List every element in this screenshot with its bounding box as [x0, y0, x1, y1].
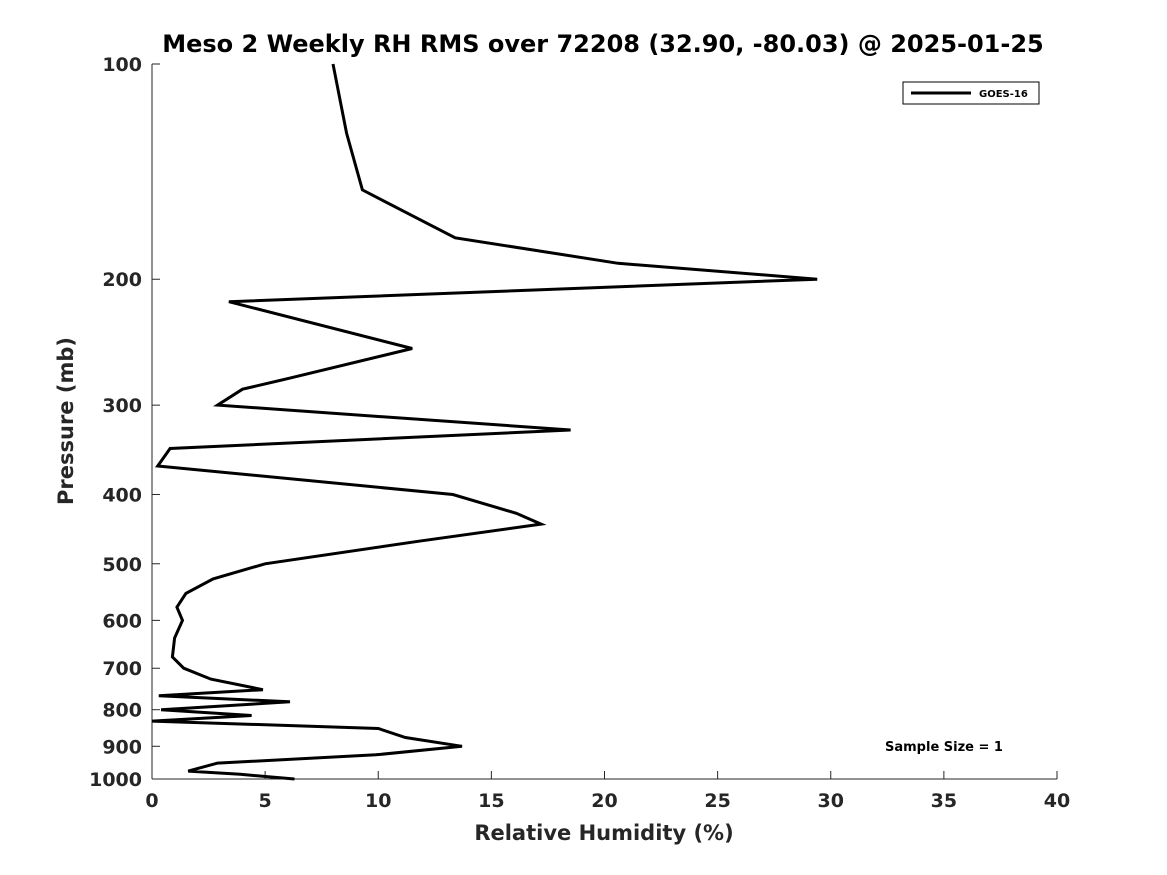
legend: GOES-16: [902, 81, 1040, 105]
y-tick-label: 200: [102, 269, 142, 291]
sample-size-annotation: Sample Size = 1: [885, 740, 1003, 755]
x-tick-label: 10: [365, 790, 391, 812]
y-axis-label: Pressure (mb): [54, 337, 78, 505]
y-tick-label: 1000: [89, 769, 142, 791]
x-tick-label: 25: [704, 790, 730, 812]
y-tick-label: 800: [102, 700, 142, 722]
x-ticks: 0 5 10 15 20 25 30 35 40: [145, 771, 1070, 812]
x-tick-label: 5: [259, 790, 272, 812]
x-tick-label: 30: [818, 790, 844, 812]
y-tick-label: 700: [102, 658, 142, 680]
x-tick-label: 35: [931, 790, 957, 812]
x-tick-label: 40: [1044, 790, 1070, 812]
axes: [151, 64, 1057, 780]
y-tick-label: 900: [102, 736, 142, 758]
series-group: [151, 63, 818, 781]
y-tick-label: 500: [102, 554, 142, 576]
x-tick-label: 20: [591, 790, 617, 812]
series-line-goes-16: [151, 63, 818, 781]
y-tick-label: 100: [102, 54, 142, 76]
x-axis-label: Relative Humidity (%): [474, 821, 733, 845]
x-tick-label: 0: [145, 790, 158, 812]
legend-label: GOES-16: [979, 89, 1028, 100]
y-tick-label: 600: [102, 610, 142, 632]
y-tick-label: 300: [102, 395, 142, 417]
x-tick-label: 15: [478, 790, 504, 812]
y-ticks: 100 200 300 400 500 600 700 800 900 1000: [89, 54, 160, 791]
y-tick-label: 400: [102, 484, 142, 506]
chart-title: Meso 2 Weekly RH RMS over 72208 (32.90, …: [162, 30, 1044, 58]
